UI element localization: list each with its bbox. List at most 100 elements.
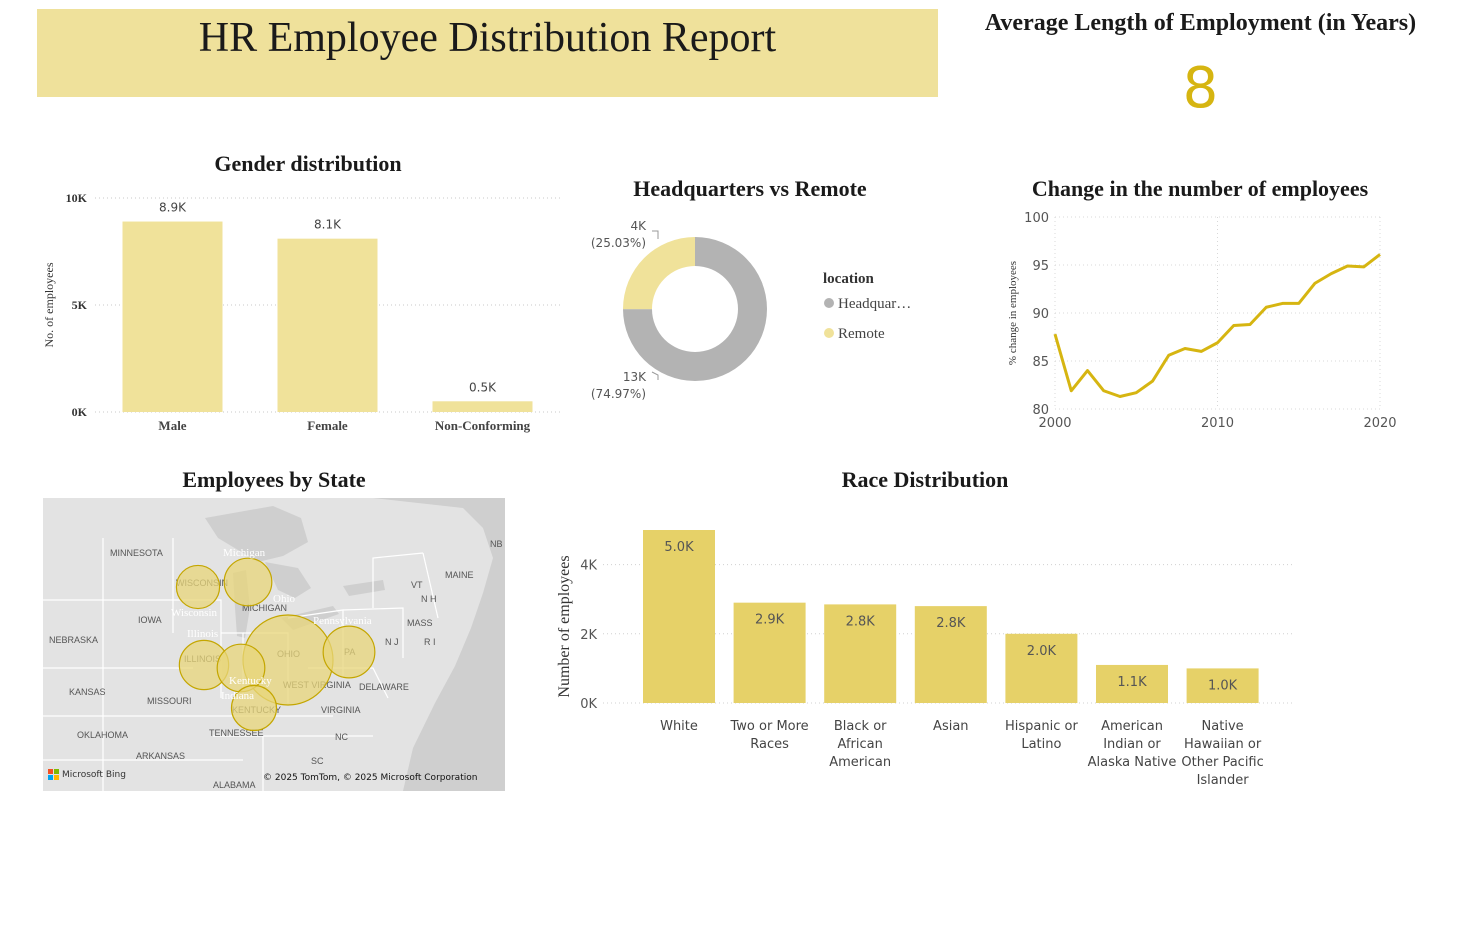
- race-value-label: 1.1K: [1117, 675, 1147, 690]
- race-bar: [733, 602, 806, 703]
- gender-value-label: 8.9K: [159, 201, 187, 215]
- map-base-label: MAINE: [445, 570, 474, 580]
- race-value-label: 5.0K: [664, 540, 694, 555]
- race-chart: 0K 2K 4K Number of employees 5.0K White 2.9K Tw…: [556, 530, 1293, 788]
- donut-value-label: 13K: [623, 370, 647, 384]
- lake-superior: [205, 506, 308, 562]
- microsoft-logo-icon: [48, 769, 59, 780]
- race-category-label: African: [838, 737, 883, 752]
- map-bubble-label: Wisconsin: [171, 607, 217, 619]
- map-base-label: MISSOURI: [147, 696, 192, 706]
- race-bar: [824, 604, 897, 703]
- gender-ytick: 10K: [66, 191, 88, 205]
- map-base-label: NEBRASKA: [49, 635, 98, 645]
- gender-value-label: 8.1K: [314, 218, 342, 232]
- map-attribution: © 2025 TomTom, © 2025 Microsoft Corporat…: [263, 773, 477, 783]
- report-title: HR Employee Distribution Report: [198, 15, 777, 61]
- donut-leader-line: [652, 230, 659, 239]
- map-bubble-label: Illinois: [187, 628, 218, 640]
- race-bar: [1096, 664, 1168, 703]
- map-bubble: [230, 684, 278, 732]
- change-chart: 80 85 90 95 100 2000 2010 2020 % change in emplo…: [1007, 211, 1397, 431]
- line-ytick: 80: [1032, 403, 1049, 418]
- race-value-label: 2.9K: [755, 613, 785, 628]
- line-xtick: 2000: [1038, 416, 1071, 431]
- change-chart-title: Change in the number of employees: [1031, 176, 1369, 201]
- kpi-value: 8: [1182, 56, 1219, 121]
- map-base-label: MICHIGAN: [242, 603, 287, 613]
- race-bar: [914, 606, 987, 703]
- map-base-label: IOWA: [138, 615, 162, 625]
- race-ytick: 4K: [580, 559, 597, 574]
- map-base-label: N H: [421, 594, 437, 604]
- gender-category-label: Male: [158, 418, 186, 433]
- map-base-label: OKLAHOMA: [77, 730, 128, 740]
- lake-ontario: [343, 580, 385, 596]
- gender-category-label: Female: [307, 418, 348, 433]
- donut-slice: [623, 237, 695, 310]
- race-bar: [643, 530, 715, 703]
- map-base-label: ARKANSAS: [136, 751, 185, 761]
- legend-swatch: [824, 328, 834, 338]
- donut-pct-label: (74.97%): [591, 387, 646, 401]
- employees-map[interactable]: MINNESOTAWISCONSINMICHIGANIOWANEBRASKAIL…: [43, 498, 505, 791]
- location-chart: 13K (74.97%) 4K (25.03%) location Headquar… Re…: [591, 219, 911, 401]
- race-category-label: Hawaiian or: [1184, 737, 1262, 752]
- race-value-label: 2.8K: [936, 616, 966, 631]
- map-base-label: NB: [490, 539, 503, 549]
- line-ytick: 85: [1032, 355, 1049, 370]
- map-bubble-label: Michigan: [223, 547, 266, 559]
- kpi-title: Average Length of Employment (in Years): [984, 10, 1417, 36]
- gender-ytick: 0K: [72, 405, 88, 419]
- race-ylabel: Number of employees: [556, 555, 573, 697]
- map-base-label: VIRGINIA: [321, 705, 361, 715]
- race-value-label: 1.0K: [1208, 678, 1238, 693]
- race-category-label: Native: [1202, 719, 1244, 734]
- map-base-label: R I: [424, 637, 436, 647]
- race-category-label: Black or: [834, 719, 887, 734]
- donut-leader-line: [651, 371, 659, 380]
- gender-ylabel: No. of employees: [42, 262, 56, 347]
- line-ytick: 95: [1032, 259, 1049, 274]
- gender-ytick: 5K: [72, 298, 88, 312]
- map-base-label: DELAWARE: [359, 682, 409, 692]
- map-base-label: NC: [335, 732, 348, 742]
- map-bubble-label: Pennsylvania: [313, 615, 372, 627]
- race-category-label: Two or More: [730, 719, 809, 734]
- donut-slice: [623, 237, 767, 381]
- map-base-label: N J: [385, 637, 399, 647]
- donut-value-label: 4K: [630, 219, 647, 233]
- gender-bar: [277, 238, 378, 412]
- race-chart-title: Race Distribution: [841, 467, 1009, 492]
- location-chart-title: Headquarters vs Remote: [633, 176, 867, 201]
- legend-swatch: [824, 298, 834, 308]
- race-category-label: Hispanic or: [1005, 719, 1078, 734]
- map-bubble-label: Indiana: [221, 690, 254, 702]
- gender-category-label: Non-Conforming: [435, 418, 531, 433]
- gender-value-label: 0.5K: [469, 380, 497, 394]
- map-base-label: MASS: [407, 618, 433, 628]
- gender-bar: [122, 221, 223, 412]
- legend-item: Remote: [838, 326, 885, 342]
- race-category-label: Other Pacific: [1181, 755, 1263, 770]
- line-xtick: 2010: [1201, 416, 1234, 431]
- race-category-label: Alaska Native: [1088, 755, 1177, 770]
- race-ytick: 0K: [580, 697, 597, 712]
- legend-title: location: [823, 271, 874, 287]
- race-category-label: White: [660, 719, 698, 734]
- line-xtick: 2020: [1363, 416, 1396, 431]
- map-brand: Microsoft Bing: [62, 770, 126, 780]
- donut-pct-label: (25.03%): [591, 236, 646, 250]
- race-category-label: Latino: [1021, 737, 1061, 752]
- legend-item: Headquar…: [838, 296, 911, 312]
- map-base-label: VT: [411, 580, 423, 590]
- gender-chart-title: Gender distribution: [214, 151, 402, 176]
- map-base-label: KANSAS: [69, 687, 106, 697]
- map-bubble-label: Ohio: [273, 593, 296, 605]
- lake-huron: [265, 562, 311, 598]
- gender-bar: [432, 401, 533, 412]
- map-base-label: ALABAMA: [213, 780, 256, 790]
- map-bubble: [322, 625, 376, 679]
- atlantic-ocean: [373, 498, 505, 791]
- map-base-label: SC: [311, 756, 324, 766]
